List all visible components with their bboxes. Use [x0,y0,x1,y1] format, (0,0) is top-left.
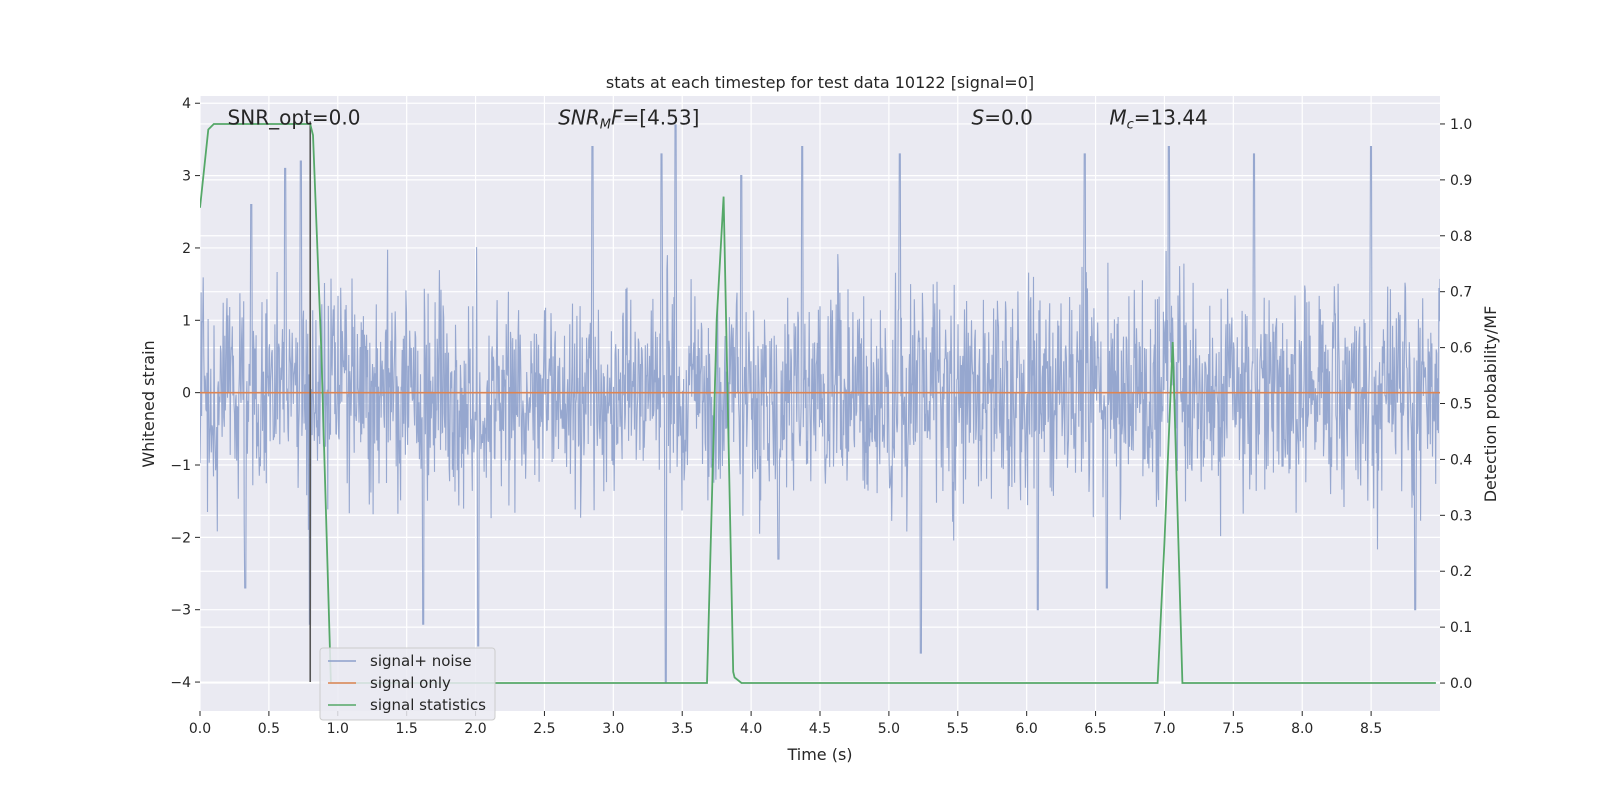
y-right-axis-label: Detection probability/MF [1481,306,1500,503]
y-right-tick-label: 0.3 [1450,508,1472,524]
x-tick-label: 0.0 [189,721,211,737]
y-right-tick-label: 0.5 [1450,397,1472,413]
x-tick-label: 2.0 [464,721,486,737]
legend-label-signal-statistics: signal statistics [370,696,486,714]
y-right-tick-label: 1.0 [1450,117,1472,133]
legend-frame [319,647,496,721]
y-left-tick-label: −3 [170,603,191,619]
x-tick-label: 8.5 [1360,721,1382,737]
x-tick-label: 2.5 [533,721,555,737]
y-left-tick-label: 2 [182,241,191,257]
y-right-tick-label: 0.4 [1450,452,1472,468]
x-tick-label: 7.0 [1153,721,1175,737]
y-right-tick-label: 0.1 [1450,620,1472,636]
annotation-3: Mc=13.44 [1109,106,1207,133]
annotation-2: S=0.0 [972,106,1033,130]
x-axis-label: Time (s) [786,745,852,764]
x-tick-label: 4.5 [809,721,831,737]
x-tick-label: 1.5 [396,721,418,737]
y-right-tick-label: 0.7 [1450,285,1472,301]
y-left-tick-label: 3 [182,169,191,185]
y-left-axis-label: Whitened strain [139,340,158,467]
chart-title: stats at each timestep for test data 101… [606,73,1034,92]
legend-label-signal-noise: signal+ noise [370,652,472,670]
x-tick-label: 3.5 [671,721,693,737]
y-left-tick-label: 1 [182,313,191,329]
legend-label-signal-only: signal only [370,674,451,692]
y-right-tick-label: 0.8 [1450,229,1472,245]
x-tick-label: 6.0 [1016,721,1038,737]
y-left-tick-label: −1 [170,458,191,474]
series-signal-statistics [200,123,1436,684]
y-right-tick-label: 0.6 [1450,341,1472,357]
y-left-tick-label: −4 [170,675,191,691]
x-tick-label: 1.0 [327,721,349,737]
axes: 0.0 0.5 1.0 1.5 2.0 2.5 3.0 3.5 4.0 4.5 5.0 5.5 6.0 6… [170,96,1472,737]
annotations: SNR_opt=0.0 SNRMF=[4.53] S=0.0 Mc=13.44 [228,106,1208,133]
data-layer [200,121,1440,684]
x-tick-label: 5.0 [878,721,900,737]
y-left-tick-label: 0 [182,386,191,402]
y-right-tick-label: 0.0 [1450,676,1472,692]
annotation-0: SNR_opt=0.0 [228,106,361,130]
x-tick-label: 7.5 [1222,721,1244,737]
y-left-tick-label: 4 [182,96,191,112]
y-right-tick-label: 0.9 [1450,173,1472,189]
x-tick-label: 4.0 [740,721,762,737]
y-right-tick-label: 0.2 [1450,564,1472,580]
legend: signal+ noise signal only signal statist… [319,647,496,721]
x-tick-label: 6.5 [1084,721,1106,737]
x-tick-label: 3.0 [602,721,624,737]
series-signal-noise [200,124,1440,683]
x-tick-label: 0.5 [258,721,280,737]
x-tick-label: 5.5 [947,721,969,737]
y-left-tick-label: −2 [170,530,191,546]
x-tick-label: 8.0 [1291,721,1313,737]
annotation-1: SNRMF=[4.53] [558,106,699,133]
